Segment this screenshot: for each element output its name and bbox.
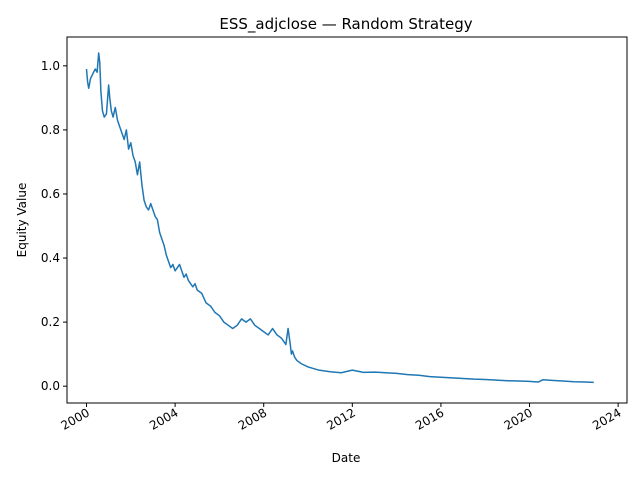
y-tick-label: 1.0 <box>41 59 60 73</box>
x-axis-label: Date <box>332 451 361 465</box>
x-axis: 2000 2004 2008 2012 2016 2020 2024 <box>59 403 624 433</box>
chart-title: ESS_adjclose — Random Strategy <box>219 15 472 34</box>
equity-line <box>85 52 594 384</box>
x-tick-label: 2008 <box>236 405 269 432</box>
y-tick-label: 0.0 <box>41 379 60 393</box>
plot-frame <box>66 36 628 404</box>
y-tick-label: 0.8 <box>41 123 60 137</box>
x-tick-label: 2016 <box>413 405 446 432</box>
y-axis-label: Equity Value <box>15 183 29 258</box>
y-tick-label: 0.2 <box>41 315 60 329</box>
x-tick-label: 2012 <box>324 405 357 432</box>
y-tick-label: 0.4 <box>41 251 60 265</box>
x-tick-label: 2000 <box>59 405 92 432</box>
x-tick-label: 2024 <box>590 405 623 432</box>
x-tick-label: 2020 <box>502 405 535 432</box>
y-axis: 0.0 0.2 0.4 0.6 0.8 1.0 <box>41 59 67 393</box>
y-tick-label: 0.6 <box>41 187 60 201</box>
x-tick-label: 2004 <box>147 405 180 432</box>
